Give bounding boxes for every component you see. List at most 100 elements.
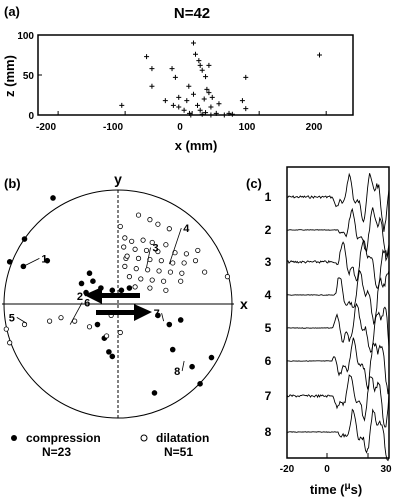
station-leader-line [168, 227, 182, 265]
hypocenter-marker [229, 111, 235, 117]
station-leader-line [161, 313, 164, 322]
chart-a-title: N=42 [174, 5, 210, 22]
hypocenter-marker [203, 110, 209, 116]
panel-a-points [119, 40, 322, 118]
station-label: 2 [77, 291, 83, 303]
hypocenter-marker [149, 83, 155, 89]
compression-point [109, 353, 116, 360]
compression-point [94, 321, 101, 328]
hypocenter-marker [162, 98, 168, 104]
waveform-trace [287, 302, 390, 353]
hypocenter-marker [186, 83, 192, 89]
focal-points [3, 195, 231, 396]
x-tick-label: -20 [280, 464, 295, 475]
compression-point [78, 280, 85, 287]
dilatation-point [58, 315, 64, 321]
compression-point [126, 285, 133, 291]
dilatation-point [195, 247, 201, 254]
x-tick-label: 0 [324, 464, 330, 475]
hypocenter-marker [197, 107, 203, 113]
panel-c-frame [286, 166, 390, 459]
dilatation-point [158, 258, 164, 264]
waveform-trace [287, 207, 390, 262]
y-tick-label: 100 [17, 31, 34, 42]
station-leader-line [23, 258, 40, 267]
hypocenter-marker [206, 62, 212, 68]
compression-point [21, 236, 28, 242]
hypocenter-marker [172, 74, 178, 80]
panel-a-ticks [38, 34, 327, 116]
dilatation-point [132, 284, 138, 290]
compression-point [90, 278, 96, 285]
hypocenter-marker [243, 106, 249, 112]
dilatation-point [161, 278, 167, 284]
waveform-traces [286, 172, 390, 462]
hypocenter-marker [170, 102, 176, 108]
station-label: 7 [154, 308, 160, 320]
waveform-trace [286, 269, 390, 326]
waveform-trace [286, 408, 390, 462]
dilatation-point [147, 285, 153, 291]
compression-point [106, 349, 112, 355]
dilatation-point [117, 329, 123, 336]
trace-label: 7 [265, 389, 272, 403]
waveform-trace [286, 172, 390, 232]
compression-point [208, 354, 215, 361]
dilatation-point [166, 226, 172, 232]
hypocenter-marker [208, 104, 214, 110]
compression-point [189, 363, 195, 370]
trace-label: 8 [265, 425, 272, 439]
dilatation-point [46, 318, 53, 324]
compression-point [177, 317, 184, 323]
x-tick-label: -100 [103, 122, 123, 133]
x-axis-label: x (mm) [175, 138, 218, 153]
compression-count: N=23 [42, 445, 71, 459]
panel-c-label: (c) [246, 176, 262, 191]
hypocenter-marker [213, 110, 219, 116]
dilatation-point [133, 266, 139, 272]
dilatation-point [178, 278, 184, 284]
hypocenter-marker [169, 66, 175, 72]
hypocenter-marker [199, 67, 205, 73]
dilatation-point [126, 274, 132, 280]
dilatation-point [72, 318, 78, 324]
hypocenter-marker [119, 102, 125, 108]
trace-label: 6 [265, 354, 272, 368]
x-tick-label: 0 [177, 122, 183, 133]
slip-arrow-left [84, 287, 140, 304]
dilatation-point [149, 277, 155, 283]
panel-b-label: (b) [4, 176, 21, 191]
dilatation-point [140, 237, 146, 243]
x-axis-label: time (μs) [310, 481, 362, 497]
hypocenter-marker [193, 51, 198, 57]
trace-labels: 1 2 3 4 5 6 7 8 [265, 190, 272, 439]
dilatation-point [183, 251, 189, 257]
dilatation-point [155, 248, 161, 255]
compression-point [109, 287, 116, 294]
dilatation-point [163, 287, 169, 293]
y-axis-name: y [114, 171, 122, 187]
x-tick-label: 200 [306, 122, 323, 133]
panel-a-frame [37, 34, 354, 116]
hypocenter-marker [316, 52, 322, 58]
trace-label: 1 [265, 190, 272, 204]
x-tick-label: -200 [36, 122, 56, 133]
dilatation-point [202, 269, 208, 275]
station-label: 5 [9, 312, 15, 324]
station-label: 3 [153, 243, 159, 255]
dilatation-point [7, 340, 13, 346]
hypocenter-marker [226, 110, 232, 116]
x-axis-name: x [240, 296, 248, 312]
hypocenter-marker [149, 66, 155, 72]
hypocenter-marker [243, 74, 249, 80]
hypocenter-marker [203, 74, 209, 80]
compression-point [166, 321, 173, 328]
compression-point [86, 270, 93, 277]
hypocenter-marker [190, 91, 196, 97]
dilatation-point [117, 223, 123, 230]
compression-point [197, 380, 203, 387]
compression-point [118, 287, 125, 294]
dilatation-legend-label: dilatation [156, 431, 209, 445]
waveform-trace [286, 337, 390, 395]
compression-point [155, 312, 161, 319]
